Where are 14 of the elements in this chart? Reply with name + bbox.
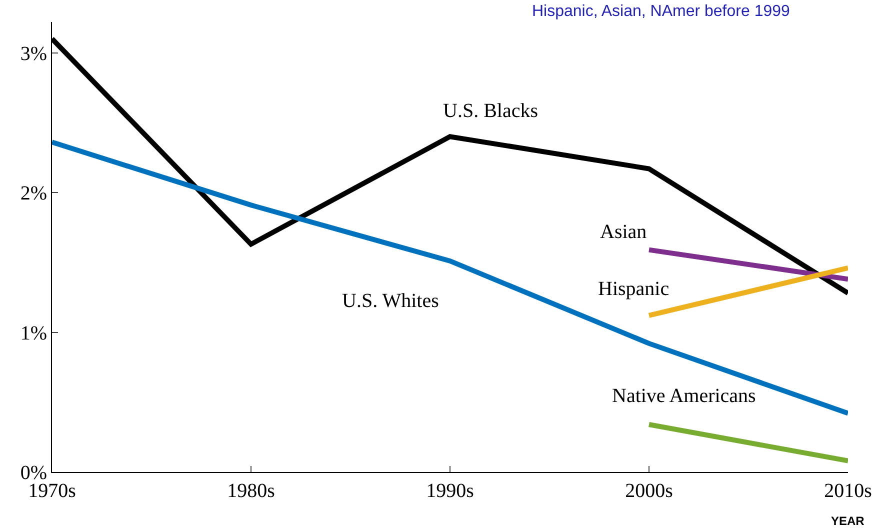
x-tick-label: 1980s: [227, 480, 276, 502]
x-tick-label: 1990s: [426, 480, 474, 502]
x-tick-label: 2000s: [625, 480, 674, 502]
y-tick-label: 3%: [20, 42, 47, 65]
series-label: Native Americans: [612, 385, 756, 407]
x-tick-label: 2010s: [824, 480, 872, 502]
y-tick-label: 1%: [20, 322, 47, 344]
series-label: Hispanic: [598, 278, 670, 300]
series-label: U.S. Whites: [342, 290, 440, 312]
x-axis-title: YEAR: [831, 514, 865, 528]
series-label: Asian: [600, 221, 647, 243]
series-label: U.S. Blacks: [443, 100, 538, 122]
text: Hispanic, Asian, NAmer before 1999: [532, 3, 790, 20]
y-tick-label: 2%: [20, 182, 47, 204]
